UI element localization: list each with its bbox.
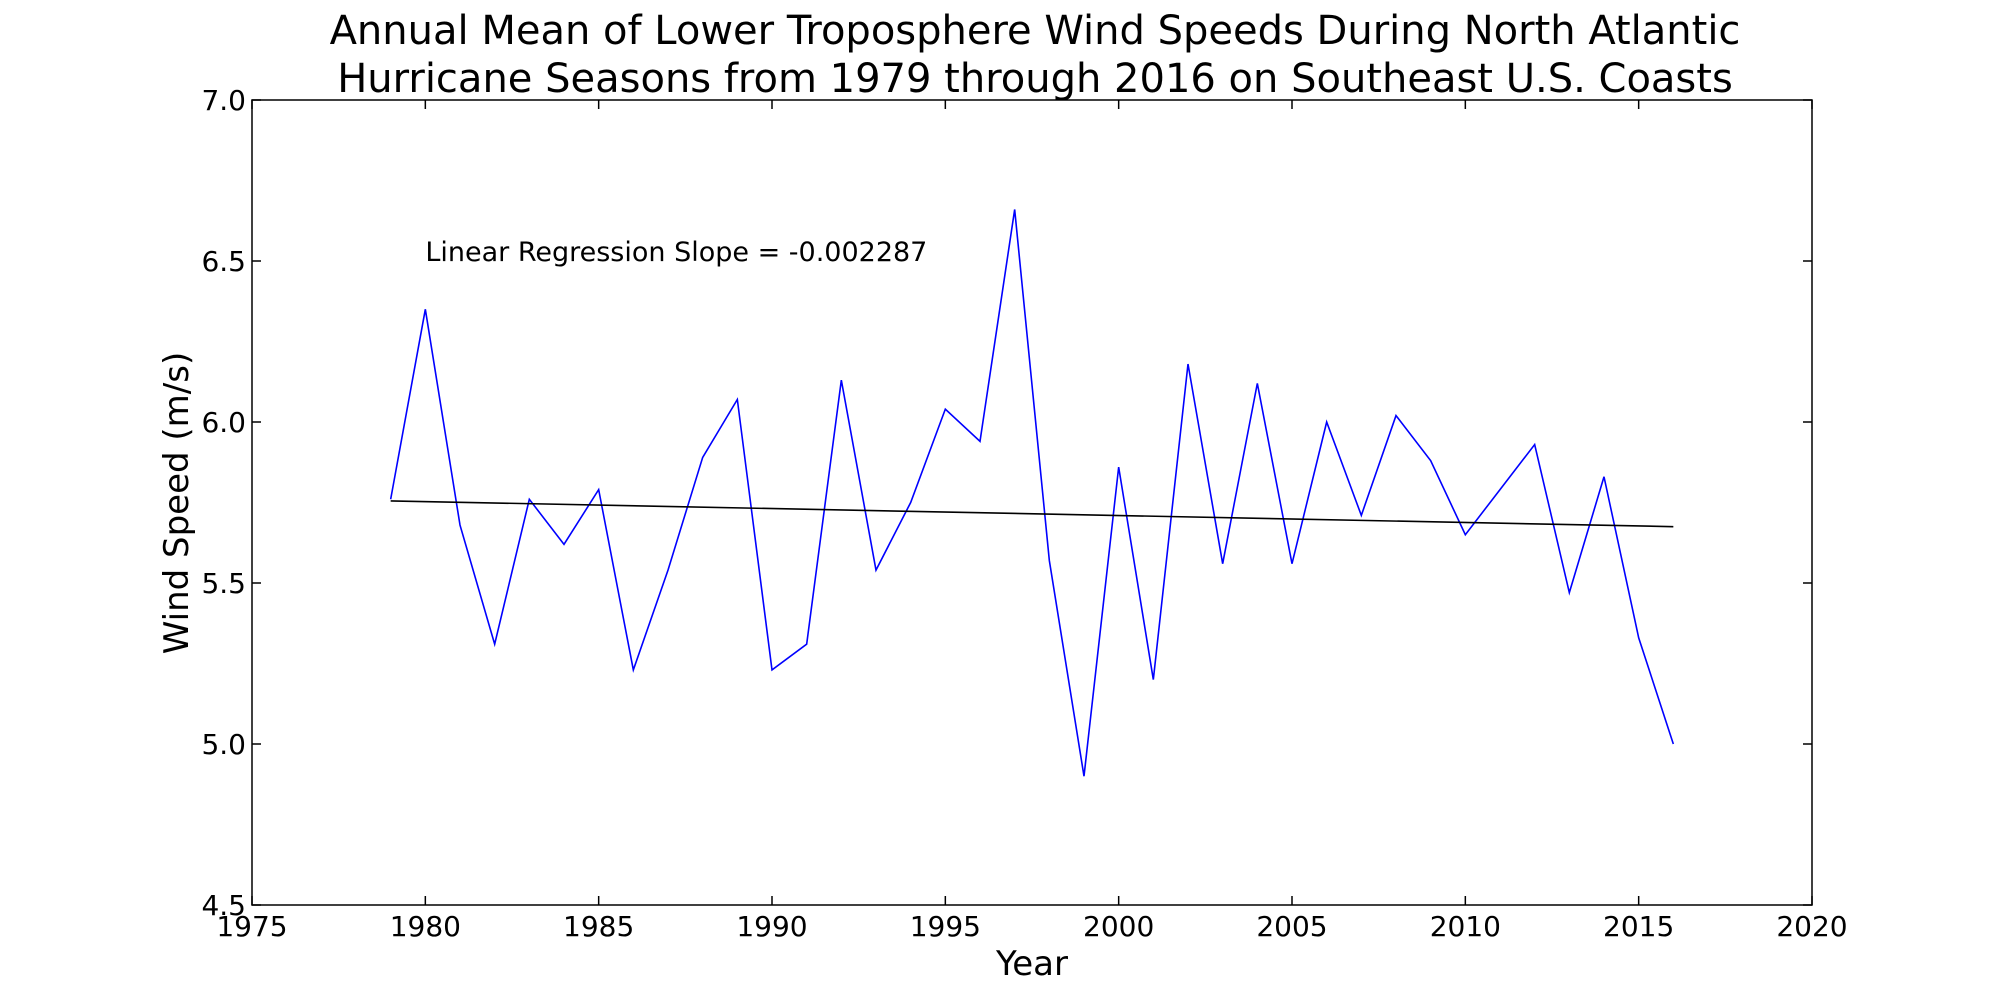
x-tick-label: 2020 [1776, 910, 1847, 943]
x-tick-label: 1975 [216, 910, 287, 943]
x-tick-label: 2005 [1256, 910, 1327, 943]
x-tick-label: 1980 [390, 910, 461, 943]
y-tick-label: 5.0 [201, 728, 246, 761]
y-axis-label: Wind Speed (m/s) [157, 352, 197, 654]
y-tick-label: 5.5 [201, 567, 246, 600]
x-tick-label: 2010 [1430, 910, 1501, 943]
y-tick-label: 6.5 [201, 245, 246, 278]
regression-trend-line [390, 500, 1674, 528]
x-tick-label: 2015 [1603, 910, 1674, 943]
y-tick-label: 4.5 [201, 889, 246, 922]
y-tick-label: 7.0 [201, 84, 246, 117]
x-tick-label: 2000 [1083, 910, 1154, 943]
plot-frame [251, 99, 1813, 906]
x-tick-label: 1995 [910, 910, 981, 943]
x-tick-label: 1985 [563, 910, 634, 943]
plot-area [389, 209, 1675, 777]
annotation-text: Linear Regression Slope = -0.002287 [425, 237, 927, 268]
chart-title-line-2: Hurricane Seasons from 1979 through 2016… [337, 56, 1733, 102]
axis-ticks: 1975 1980 1985 1990 1995 2000 2005 2010 2015 2020… [201, 84, 1847, 943]
x-axis-label: Year [995, 944, 1068, 984]
y-tick-label: 6.0 [201, 406, 246, 439]
x-tick-label: 1990 [736, 910, 807, 943]
chart-title-line-1: Annual Mean of Lower Troposphere Wind Sp… [330, 8, 1741, 54]
